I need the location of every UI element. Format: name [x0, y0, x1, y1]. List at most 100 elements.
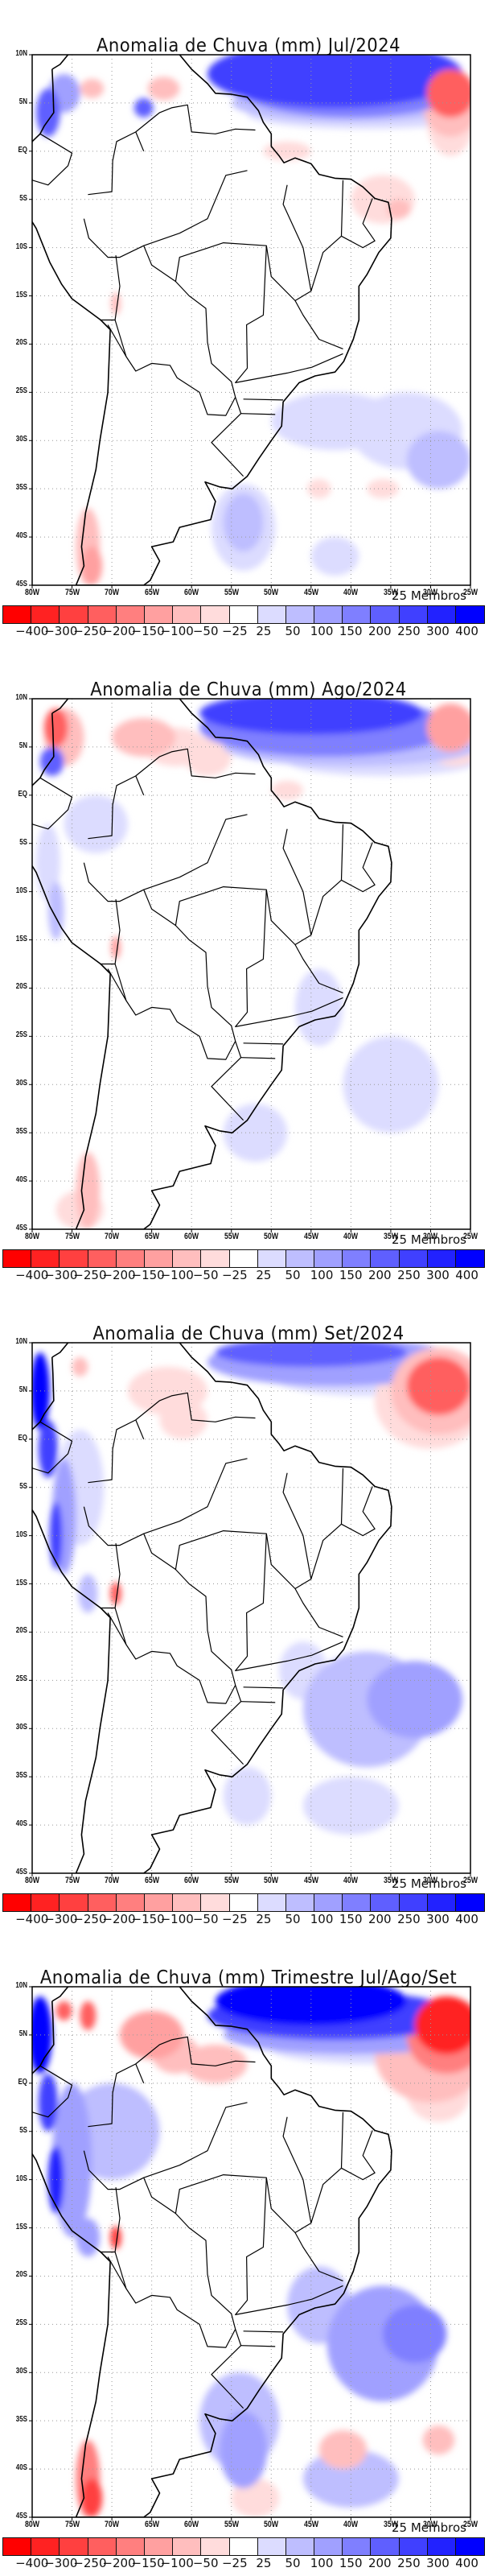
anomaly-region — [39, 746, 64, 776]
country-state-border — [243, 398, 284, 401]
colorbar-swatch — [116, 1894, 145, 1911]
anomaly-region — [199, 699, 423, 735]
colorbar-label: −150 — [131, 1912, 165, 1926]
anomaly-region — [110, 1582, 121, 1605]
country-state-border — [135, 775, 145, 796]
anomaly-region — [81, 547, 103, 585]
colorbar-label: 250 — [397, 2556, 421, 2570]
lat-label: 20S — [15, 1626, 27, 1636]
colorbar-swatch — [116, 1250, 145, 1267]
lon-label: 35W — [383, 2520, 398, 2529]
colorbar-swatch — [399, 1894, 428, 1911]
colorbar-swatch — [173, 1894, 202, 1911]
lon-label: 30W — [423, 2520, 438, 2529]
colorbar-swatch — [3, 1894, 32, 1911]
country-state-border — [83, 1506, 244, 1765]
colorbar-swatch — [257, 606, 286, 623]
lat-label: 45S — [15, 1868, 27, 1876]
anomaly-region — [215, 1987, 407, 2025]
colorbar-label: −200 — [102, 2556, 136, 2570]
lat-label: 45S — [15, 1224, 27, 1232]
colorbar-swatch — [371, 1894, 400, 1911]
members-label: 25 Membros — [392, 2520, 466, 2535]
colorbar-swatch — [371, 2538, 400, 2555]
colorbar-swatch — [456, 606, 485, 623]
lat-label: 35S — [15, 483, 27, 493]
country-state-border — [341, 2130, 376, 2181]
panel-title: Anomalia de Chuva (mm) Jul/2024 — [96, 35, 401, 56]
country-state-border — [107, 968, 127, 1001]
lat-label: 5S — [19, 1481, 27, 1491]
panel-title: Anomalia de Chuva (mm) Ago/2024 — [90, 679, 407, 700]
anomaly-region — [80, 78, 105, 98]
country-state-border — [341, 842, 376, 893]
colorbar-label: 200 — [368, 1268, 392, 1282]
colorbar-swatch — [88, 2538, 117, 2555]
anomaly-region — [426, 68, 470, 118]
lon-label: 45W — [303, 2520, 318, 2529]
country-state-border — [240, 413, 276, 415]
anomaly-region — [414, 1996, 470, 2054]
lon-label: 80W — [24, 1232, 40, 1241]
colorbar-swatch — [314, 1250, 343, 1267]
anomaly-region — [49, 1501, 63, 1570]
lat-label: 30S — [15, 2367, 27, 2376]
country-state-border — [143, 814, 248, 890]
country-state-border — [88, 104, 256, 196]
colorbar-label: −300 — [44, 2556, 78, 2570]
lon-label: 65W — [144, 1232, 159, 1241]
anomaly-region — [207, 55, 463, 108]
colorbar-swatch — [314, 1894, 343, 1911]
colorbar-swatch — [314, 606, 343, 623]
lon-label: 45W — [303, 1876, 318, 1885]
country-state-border — [83, 218, 244, 477]
map-frame — [31, 1986, 471, 2518]
lat-label: EQ — [18, 145, 27, 155]
lat-label: 15S — [15, 1578, 27, 1587]
anomaly-region — [35, 88, 60, 137]
colorbar-label: 100 — [310, 2556, 334, 2570]
anomaly-region — [426, 703, 470, 752]
colorbar-label: 300 — [426, 1268, 450, 1282]
map-panel-set: Anomalia de Chuva (mm) Set/2024 10N 5N EQ 5S… — [0, 1288, 497, 1932]
anomaly-region — [55, 2000, 72, 2021]
anomaly-region — [76, 1152, 101, 1229]
country-state-border — [107, 1612, 127, 1645]
country-state-border — [175, 184, 312, 302]
country-state-border — [310, 824, 344, 935]
lat-label: 5N — [18, 2029, 27, 2038]
lon-label: 25W — [462, 588, 479, 597]
panel-title: Anomalia de Chuva (mm) Set/2024 — [92, 1323, 405, 1344]
lon-label: 40W — [343, 1876, 359, 1885]
colorbar-label: 50 — [285, 1268, 301, 1282]
lat-label: 40S — [15, 2463, 27, 2473]
anomaly-region — [120, 2010, 184, 2059]
lon-label: 55W — [224, 1876, 239, 1885]
colorbar-swatch — [144, 2538, 174, 2555]
colorbar-swatch — [88, 1894, 117, 1911]
lat-label: 40S — [15, 1819, 27, 1829]
lon-label: 70W — [105, 2520, 120, 2529]
lon-label: 30W — [423, 588, 438, 597]
lon-label: 45W — [303, 588, 318, 597]
colorbar-label: 400 — [455, 1268, 479, 1282]
colorbar-label: 250 — [397, 624, 421, 638]
country-state-border — [88, 748, 256, 840]
country-state-border — [107, 2256, 127, 2289]
lon-label: 80W — [24, 2520, 40, 2529]
lat-label: 10S — [15, 886, 27, 895]
colorbar-label: −100 — [160, 1268, 194, 1282]
colorbar-swatch — [60, 2538, 88, 2555]
lat-label: 15S — [15, 290, 27, 299]
colorbar-label: −25 — [221, 1268, 248, 1282]
country-state-border — [341, 1486, 376, 1537]
anomaly-region — [80, 2000, 97, 2030]
lat-label: 10N — [15, 1337, 27, 1346]
anomaly-region — [147, 76, 180, 101]
members-label: 25 Membros — [392, 588, 466, 603]
colorbar-swatch — [371, 1250, 400, 1267]
lon-label: 65W — [144, 1876, 159, 1885]
colorbar-swatch — [173, 1250, 202, 1267]
colorbar-label: 25 — [256, 624, 272, 638]
lat-label: 5S — [19, 837, 27, 847]
